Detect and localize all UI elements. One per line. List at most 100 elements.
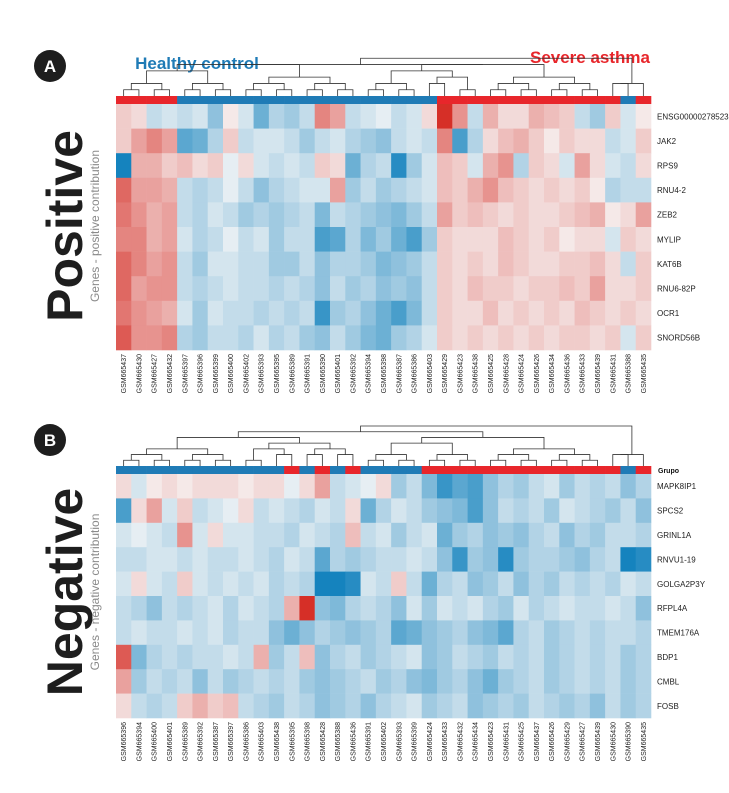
b-cell-r9-c27 [528,693,545,719]
a-cell-r9-c2 [146,325,163,351]
b-col-label-6: GSM665387 [213,722,220,761]
b-cell-r8-c32 [605,669,621,694]
b-cell-r2-c22 [452,522,468,548]
a-col-label-30: GSM665433 [580,354,587,393]
a-cell-r9-c23 [467,325,484,351]
a-cell-r0-c28 [544,104,560,129]
b-group-cell-25 [498,466,514,474]
a-cell-r9-c19 [406,325,423,351]
b-cell-r9-c14 [330,693,346,719]
b-group-cell-21 [437,466,453,474]
a-dendrogram-branch-24 [459,89,476,96]
b-cell-r2-c32 [605,522,621,548]
a-cell-r2-c3 [161,153,178,179]
a-cell-r4-c18 [391,202,407,228]
b-cell-r0-c7 [223,474,239,499]
a-cell-r8-c13 [314,300,331,326]
a-cell-r6-c7 [223,251,239,277]
a-group-cell-6 [207,96,224,104]
b-cell-r8-c4 [177,669,193,694]
a-cell-r6-c21 [437,251,453,277]
b-cell-r2-c16 [360,522,377,548]
b-dendrogram-branch-19 [375,454,407,461]
a-cell-r2-c27 [528,153,545,179]
a-cell-r0-c4 [177,104,193,129]
b-cell-r7-c7 [223,644,239,670]
b-dendrogram-branch-18 [390,442,453,455]
b-cell-r8-c7 [223,669,239,694]
a-cell-r9-c6 [207,325,224,351]
a-dendrogram-branch-20 [367,89,384,96]
b-group-cell-24 [482,466,499,474]
b-col-label-18: GSM665393 [396,722,403,761]
a-cell-r7-c29 [559,276,575,302]
a-cell-r7-c8 [238,276,254,302]
a-cell-r9-c34 [635,325,652,351]
a-cell-r6-c12 [299,251,316,277]
a-cell-r2-c6 [207,153,224,179]
a-group-cell-3 [161,96,178,104]
a-cell-r6-c8 [238,251,254,277]
b-cell-r5-c16 [360,596,377,621]
b-cell-r9-c12 [299,693,316,719]
a-cell-r8-c5 [192,300,209,326]
a-cell-r8-c26 [513,300,530,326]
a-cell-r0-c26 [513,104,530,129]
b-cell-r6-c3 [161,620,178,646]
a-cell-r3-c17 [375,177,392,203]
b-cell-r0-c17 [375,474,392,499]
b-group-cell-13 [314,466,331,474]
b-row-label-9: FOSB [657,702,679,711]
a-cell-r9-c20 [421,325,438,351]
a-cell-r8-c4 [177,300,193,326]
a-cell-r7-c17 [375,276,392,302]
a-col-label-34: GSM665435 [641,354,648,393]
b-cell-r1-c17 [375,498,392,524]
b-cell-r9-c1 [131,693,147,719]
b-cell-r0-c10 [268,474,285,499]
b-cell-r3-c33 [620,547,637,572]
a-group-cell-5 [192,96,209,104]
b-cell-r9-c28 [544,693,560,719]
a-cell-r8-c9 [253,300,270,326]
a-cell-r4-c4 [177,202,193,228]
a-dendrogram-branch-21 [398,89,415,96]
a-cell-r6-c6 [207,251,224,277]
a-cell-r0-c6 [207,104,224,129]
a-cell-r0-c22 [452,104,468,129]
a-dendrogram-branch-9 [214,89,232,96]
a-col-label-4: GSM665397 [182,354,189,393]
a-cell-r2-c31 [589,153,606,179]
b-cell-r1-c20 [421,498,438,524]
b-cell-r4-c4 [177,571,193,597]
a-cell-r3-c12 [299,177,316,203]
a-dendrogram-branch-15 [306,89,323,96]
b-cell-r7-c28 [544,644,560,670]
panel-a-label: A [44,57,56,76]
a-cell-r8-c23 [467,300,484,326]
b-cell-r9-c19 [406,693,423,719]
a-cell-r0-c17 [375,104,392,129]
a-cell-r8-c8 [238,300,254,326]
a-cell-r9-c28 [544,325,560,351]
a-cell-r2-c8 [238,153,254,179]
b-cell-r3-c34 [635,547,652,572]
a-group-cell-34 [635,96,652,104]
b-cell-r1-c3 [161,498,178,524]
b-cell-r5-c22 [452,596,468,621]
a-cell-r9-c30 [574,325,591,351]
a-cell-r4-c13 [314,202,331,228]
b-cell-r9-c18 [391,693,407,719]
a-cell-r4-c30 [574,202,591,228]
a-col-label-24: GSM665425 [488,354,495,393]
a-dendrogram-branch-6 [153,89,170,96]
a-group-cell-15 [345,96,361,104]
b-cell-r6-c26 [513,620,530,646]
a-cell-r3-c11 [284,177,300,203]
a-cell-r0-c20 [421,104,438,129]
b-col-label-14: GSM665388 [335,722,342,761]
a-cell-r2-c32 [605,153,621,179]
a-cell-r2-c2 [146,153,163,179]
a-cell-r3-c4 [177,177,193,203]
a-cell-r2-c5 [192,153,209,179]
